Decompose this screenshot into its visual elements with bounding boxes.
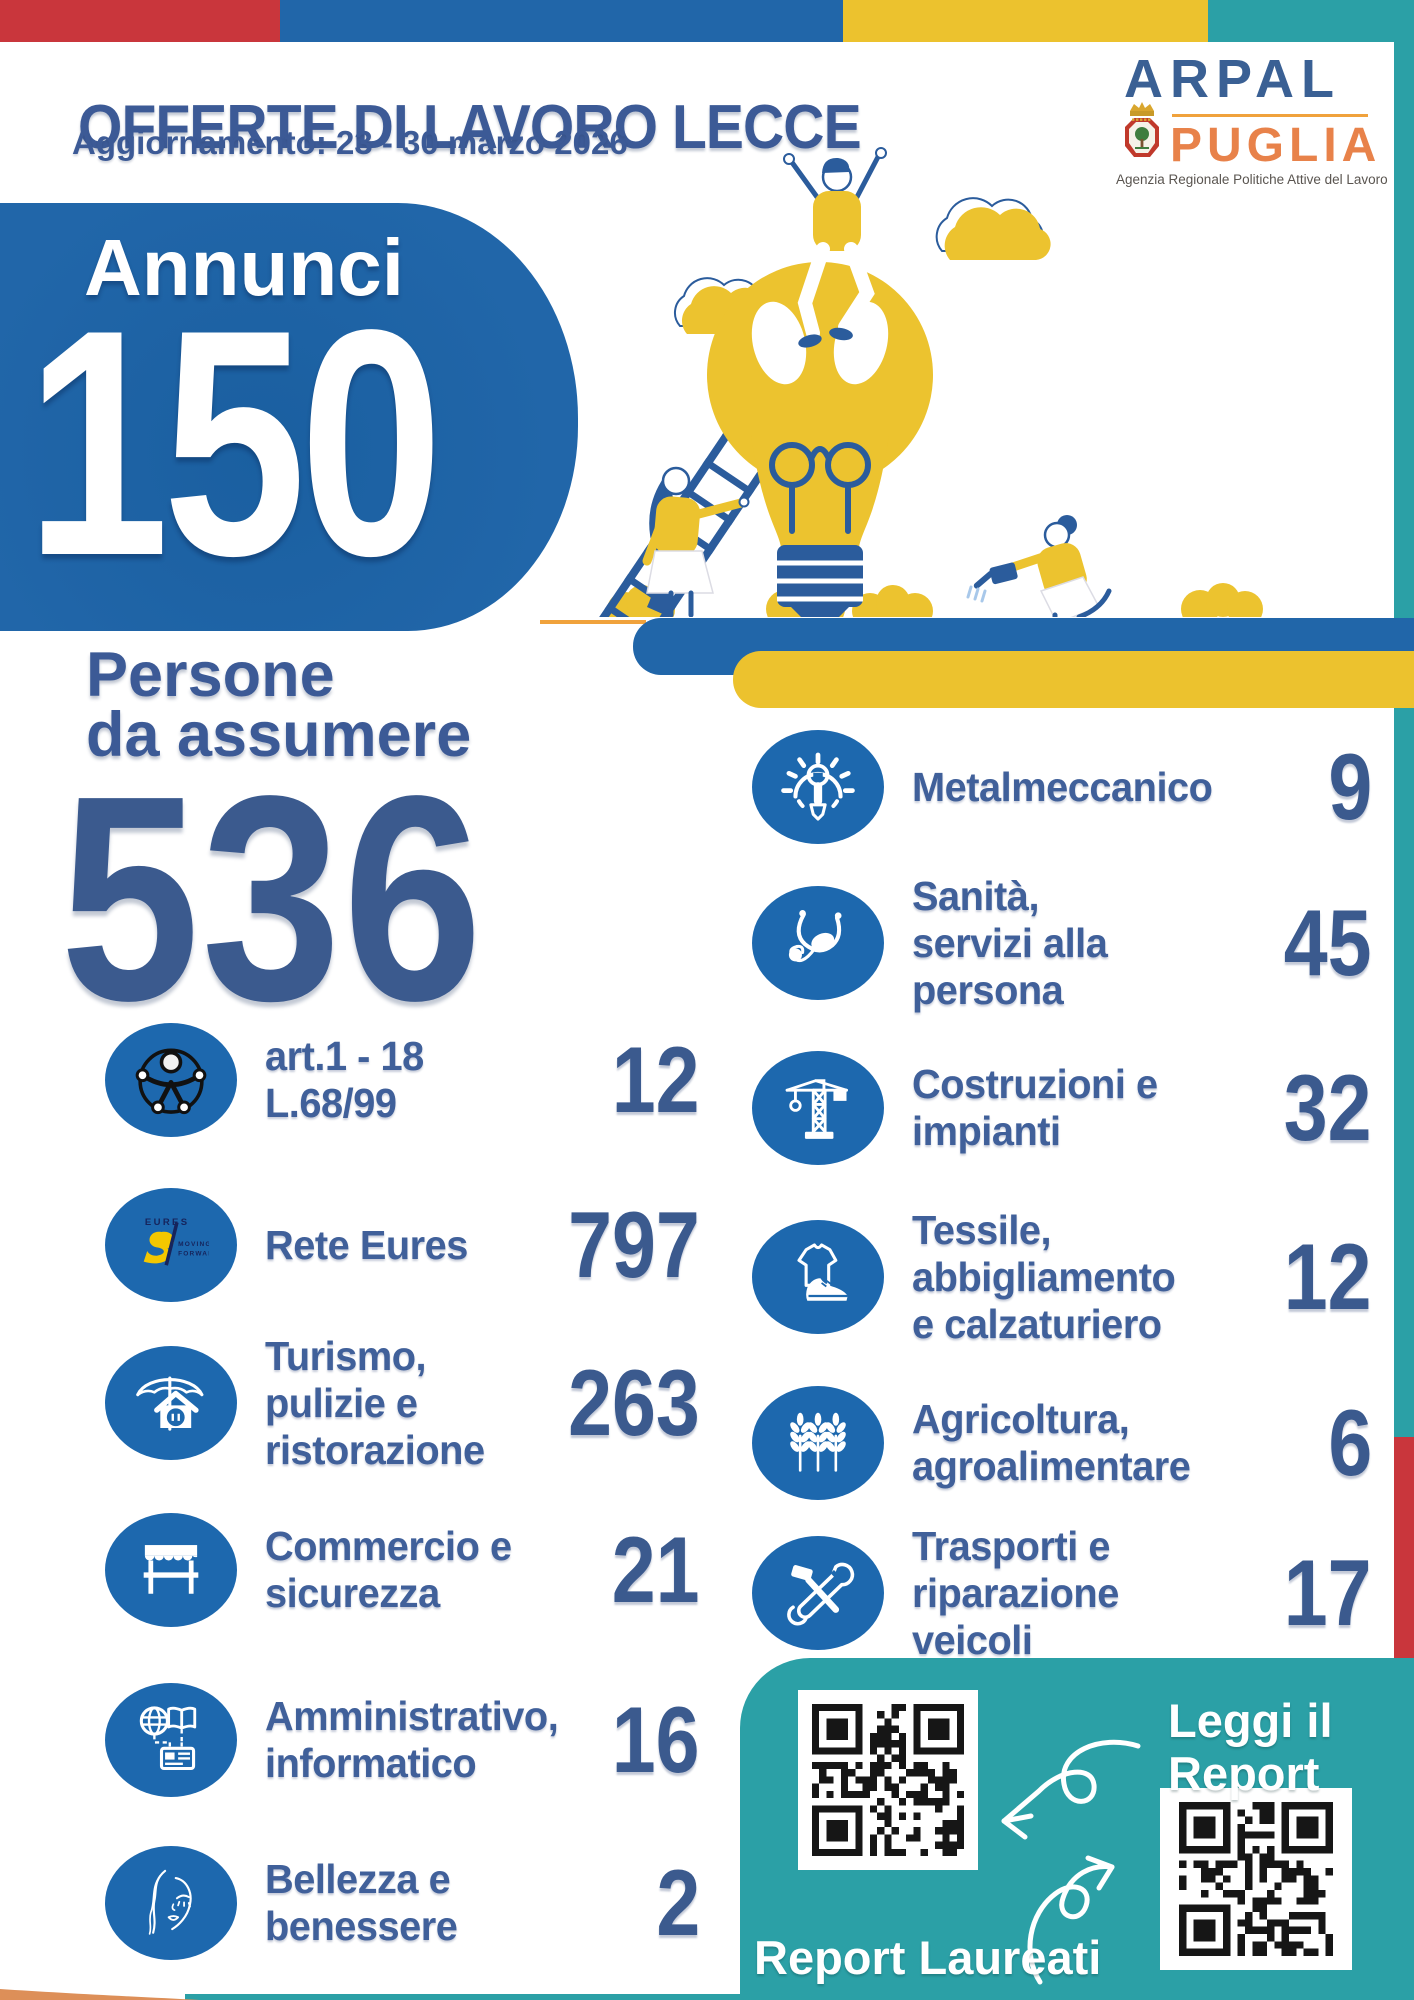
crane-icon bbox=[752, 1051, 884, 1165]
arpal-wordmark: ARPAL bbox=[1124, 49, 1341, 109]
top-color-bar bbox=[0, 0, 1414, 42]
sector-row: Agricoltura, agroalimentare 6 bbox=[752, 1358, 1372, 1528]
sector-label: Tessile, abbigliamento e calzaturiero bbox=[912, 1206, 1176, 1347]
sector-value: 21 bbox=[612, 1517, 700, 1622]
lightbulb-icon bbox=[707, 262, 933, 617]
orange-accent-line bbox=[540, 620, 646, 624]
gear-wrench-icon bbox=[752, 730, 884, 844]
annunci-card bbox=[0, 203, 578, 631]
accessibility-icon bbox=[105, 1023, 237, 1137]
woman-right bbox=[966, 515, 1112, 617]
sector-label: Costruzioni e impianti bbox=[912, 1061, 1158, 1154]
sector-value: 16 bbox=[612, 1687, 700, 1792]
sector-label: Sanità, servizi alla persona bbox=[912, 872, 1108, 1013]
sector-value: 9 bbox=[1328, 734, 1372, 839]
sector-row: Bellezza e benessere 2 bbox=[105, 1818, 700, 1988]
right-edge-teal-stripe bbox=[1394, 0, 1414, 1437]
bottom-teal-line bbox=[185, 1994, 743, 2000]
eures-logo: EURES MOVING FORWARD bbox=[105, 1188, 237, 1302]
report-caption: Report Laureati bbox=[754, 1931, 1102, 1984]
sector-value: 45 bbox=[1284, 890, 1372, 995]
puglia-emblem-icon bbox=[1125, 102, 1159, 157]
textile-icon bbox=[752, 1220, 884, 1334]
sector-row: art.1 - 18 L.68/99 12 bbox=[105, 995, 700, 1165]
sector-row: Turismo, pulizie e ristorazione 263 bbox=[105, 1318, 700, 1488]
sector-row: Sanità, servizi alla persona 45 bbox=[752, 858, 1372, 1028]
logo-divider bbox=[1172, 114, 1368, 117]
sector-value: 263 bbox=[568, 1350, 700, 1455]
persone-label: Persone da assumere bbox=[86, 640, 472, 770]
sector-row: EURES MOVING FORWARD Rete Eures 797 bbox=[105, 1160, 700, 1330]
qr-code-report bbox=[798, 1690, 978, 1870]
sector-label: Commercio e sicurezza bbox=[265, 1523, 512, 1616]
sector-label: Turismo, pulizie e ristorazione bbox=[265, 1332, 485, 1473]
sector-label: Metalmeccanico bbox=[912, 763, 1213, 810]
person-on-bulb bbox=[783, 147, 887, 348]
arrowhead-right bbox=[1085, 1855, 1115, 1891]
arpal-puglia-logo: ARPAL PUGLIA Agenzia Regionale Politiche… bbox=[1100, 44, 1400, 194]
sector-list-left: art.1 - 18 L.68/99 12 EURES MOVING FORWA… bbox=[105, 0, 700, 2000]
svg-text:FORWARD: FORWARD bbox=[178, 1251, 209, 1258]
update-period: Aggiornamento: 23 - 30 marzo 2026 bbox=[72, 124, 628, 161]
sector-value: 2 bbox=[656, 1850, 700, 1955]
sector-label: Agricoltura, agroalimentare bbox=[912, 1396, 1191, 1489]
top-bar-teal-segment bbox=[1208, 0, 1414, 42]
sector-label: art.1 - 18 L.68/99 bbox=[265, 1033, 424, 1126]
top-bar-red-segment bbox=[0, 0, 280, 42]
sector-label: Amministrativo, informatico bbox=[265, 1693, 559, 1786]
sector-value: 12 bbox=[1284, 1224, 1372, 1329]
sector-label: Bellezza e benessere bbox=[265, 1856, 458, 1949]
top-bar-yellow-segment bbox=[843, 0, 1208, 42]
woman-left bbox=[642, 466, 750, 617]
logo-tagline: Agenzia Regionale Politiche Attive del L… bbox=[1116, 172, 1388, 187]
sector-value: 797 bbox=[568, 1192, 700, 1297]
sector-list-right: Metalmeccanico 9 Sanità, servizi alla pe… bbox=[752, 0, 1372, 2000]
sector-value: 32 bbox=[1284, 1055, 1372, 1160]
stethoscope-icon bbox=[752, 886, 884, 1000]
sector-row: Costruzioni e impianti 32 bbox=[752, 1023, 1372, 1193]
bottom-orange-wedge bbox=[0, 1989, 200, 2000]
sector-row: Commercio e sicurezza 21 bbox=[105, 1485, 700, 1655]
svg-text:EURES: EURES bbox=[145, 1217, 190, 1228]
sector-label: Trasporti e riparazione veicoli bbox=[912, 1522, 1119, 1663]
qr-code-laureati bbox=[1160, 1788, 1352, 1970]
sector-row: Metalmeccanico 9 bbox=[752, 702, 1372, 872]
svg-text:MOVING: MOVING bbox=[178, 1241, 209, 1248]
sector-value: 17 bbox=[1284, 1540, 1372, 1645]
sector-value: 12 bbox=[612, 1027, 700, 1132]
tourism-icon bbox=[105, 1346, 237, 1460]
lightbulb-illustration bbox=[585, 147, 1263, 617]
admin-it-icon bbox=[105, 1683, 237, 1797]
annunci-label: Annunci bbox=[84, 223, 404, 312]
persone-count: 536 bbox=[60, 735, 485, 1061]
sector-row: Trasporti e riparazione veicoli 17 bbox=[752, 1508, 1372, 1678]
sector-row: Amministrativo, informatico 16 bbox=[105, 1655, 700, 1825]
sector-label: Rete Eures bbox=[265, 1221, 468, 1268]
page-title: OFFERTE DI LAVORO LECCE bbox=[78, 92, 862, 162]
sector-value: 6 bbox=[1328, 1390, 1372, 1495]
right-edge-red-stripe bbox=[1394, 1437, 1414, 1659]
puglia-wordmark: PUGLIA bbox=[1170, 119, 1382, 172]
report-panel: Leggi il Report Report Laureati bbox=[740, 1658, 1414, 2000]
annunci-count: 150 bbox=[26, 264, 443, 623]
market-stall-icon bbox=[105, 1513, 237, 1627]
tools-icon bbox=[752, 1536, 884, 1650]
yellow-divider-pill bbox=[733, 651, 1414, 708]
report-title: Leggi il Report bbox=[1168, 1694, 1333, 1800]
beauty-icon bbox=[105, 1846, 237, 1960]
top-bar-blue-segment bbox=[280, 0, 843, 42]
arrowhead-left bbox=[1001, 1813, 1034, 1840]
sector-row: Tessile, abbigliamento e calzaturiero 12 bbox=[752, 1192, 1372, 1362]
wheat-icon bbox=[752, 1386, 884, 1500]
